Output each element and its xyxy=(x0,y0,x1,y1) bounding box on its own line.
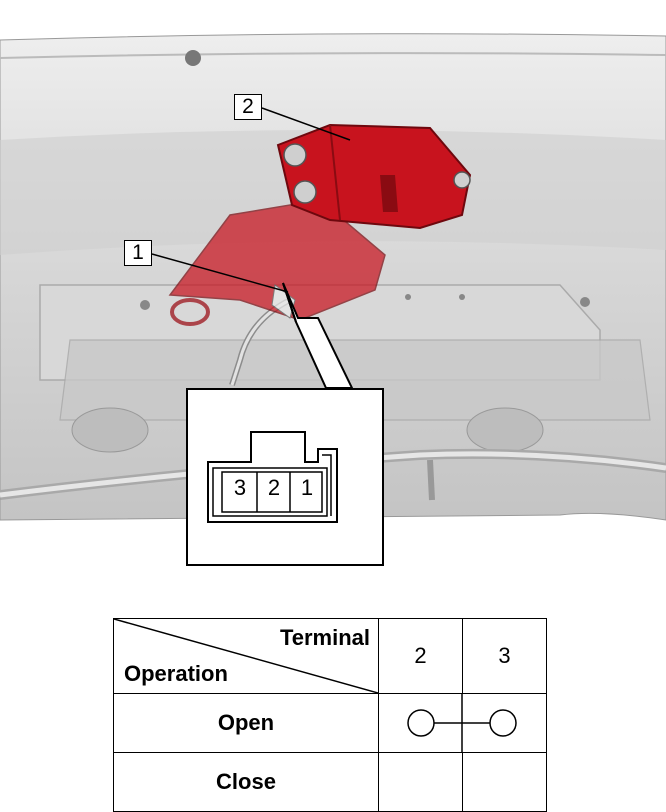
terminal-3-header: 3 xyxy=(462,618,547,694)
close-terminal-2-cell xyxy=(378,752,463,812)
continuity-circle-terminal-2 xyxy=(407,709,435,737)
callout-2: 2 xyxy=(234,94,262,120)
table-row: Close xyxy=(113,752,547,812)
header-operation-label: Operation xyxy=(124,661,228,686)
operation-open: Open xyxy=(113,693,379,753)
panel-hole xyxy=(185,50,201,66)
trunk-lid-latch-illustration xyxy=(0,33,666,521)
leader-line-2 xyxy=(261,107,351,141)
continuity-symbol xyxy=(407,694,517,752)
continuity-table: Terminal Operation 2 3 Open Close xyxy=(113,618,547,812)
lock-striker-part-2 xyxy=(276,123,472,230)
table-row: Open xyxy=(113,693,547,753)
table-header-row: Terminal Operation 2 3 xyxy=(113,618,547,694)
continuity-circle-terminal-3 xyxy=(489,709,517,737)
callout-1: 1 xyxy=(124,240,152,266)
latch-part-1 xyxy=(168,199,386,326)
connector-pin-2: 2 xyxy=(267,475,281,500)
continuity-cell-open xyxy=(378,693,547,753)
connector-pin-1: 1 xyxy=(300,475,314,500)
connector-pin-3: 3 xyxy=(233,475,247,500)
close-terminal-3-cell xyxy=(462,752,547,812)
header-diagonal-cell: Terminal Operation xyxy=(113,618,379,694)
leader-line-1 xyxy=(151,253,289,293)
header-terminal-label: Terminal xyxy=(279,625,370,650)
operation-close: Close xyxy=(113,752,379,812)
terminal-2-header: 2 xyxy=(378,618,463,694)
